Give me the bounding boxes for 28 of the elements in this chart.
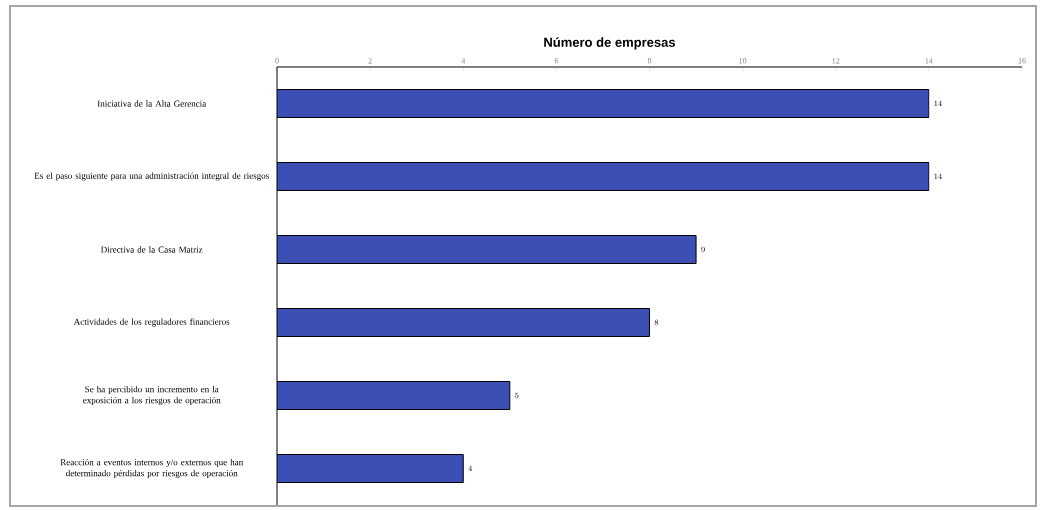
y-tick-label: Se ha percibido un incremento en la exposición a los riesgos de operación xyxy=(83,385,221,406)
data-label: 8 xyxy=(654,319,659,326)
x-tick-label: 4 xyxy=(461,58,466,64)
x-tick-label: 2 xyxy=(368,58,372,64)
data-label: 9 xyxy=(701,246,705,253)
x-axis-title: Número de empresas xyxy=(544,37,676,50)
data-label: 4 xyxy=(468,465,473,472)
x-tick-label: 12 xyxy=(832,58,840,64)
x-tick-label: 14 xyxy=(925,58,933,64)
bar xyxy=(277,89,930,118)
bar xyxy=(277,235,697,264)
bar xyxy=(277,308,650,337)
x-tick-label: 0 xyxy=(275,58,279,64)
x-tick-label: 16 xyxy=(1018,58,1026,64)
y-tick-label: Es el paso siguiente para una administración integral de riesgos xyxy=(34,172,269,181)
y-tick-label: Iniciativa de la Alta Gerencia xyxy=(97,100,207,107)
bar xyxy=(277,381,511,410)
data-label: 14 xyxy=(934,173,942,180)
x-tick-label: 10 xyxy=(739,58,747,64)
bar xyxy=(277,453,464,483)
data-label: 14 xyxy=(934,100,942,107)
y-tick-label: Directiva de la Casa Matriz xyxy=(101,246,203,253)
bar xyxy=(277,162,930,191)
data-label: 5 xyxy=(515,392,519,399)
y-tick-label: Reacción a eventos internos y/o externos que han determinado pérdidas por riesgos de operación xyxy=(60,458,244,479)
y-tick-label: Actividades de los reguladores financieros xyxy=(73,318,230,327)
x-tick-label: 6 xyxy=(554,58,559,64)
x-tick-label: 8 xyxy=(647,58,652,64)
